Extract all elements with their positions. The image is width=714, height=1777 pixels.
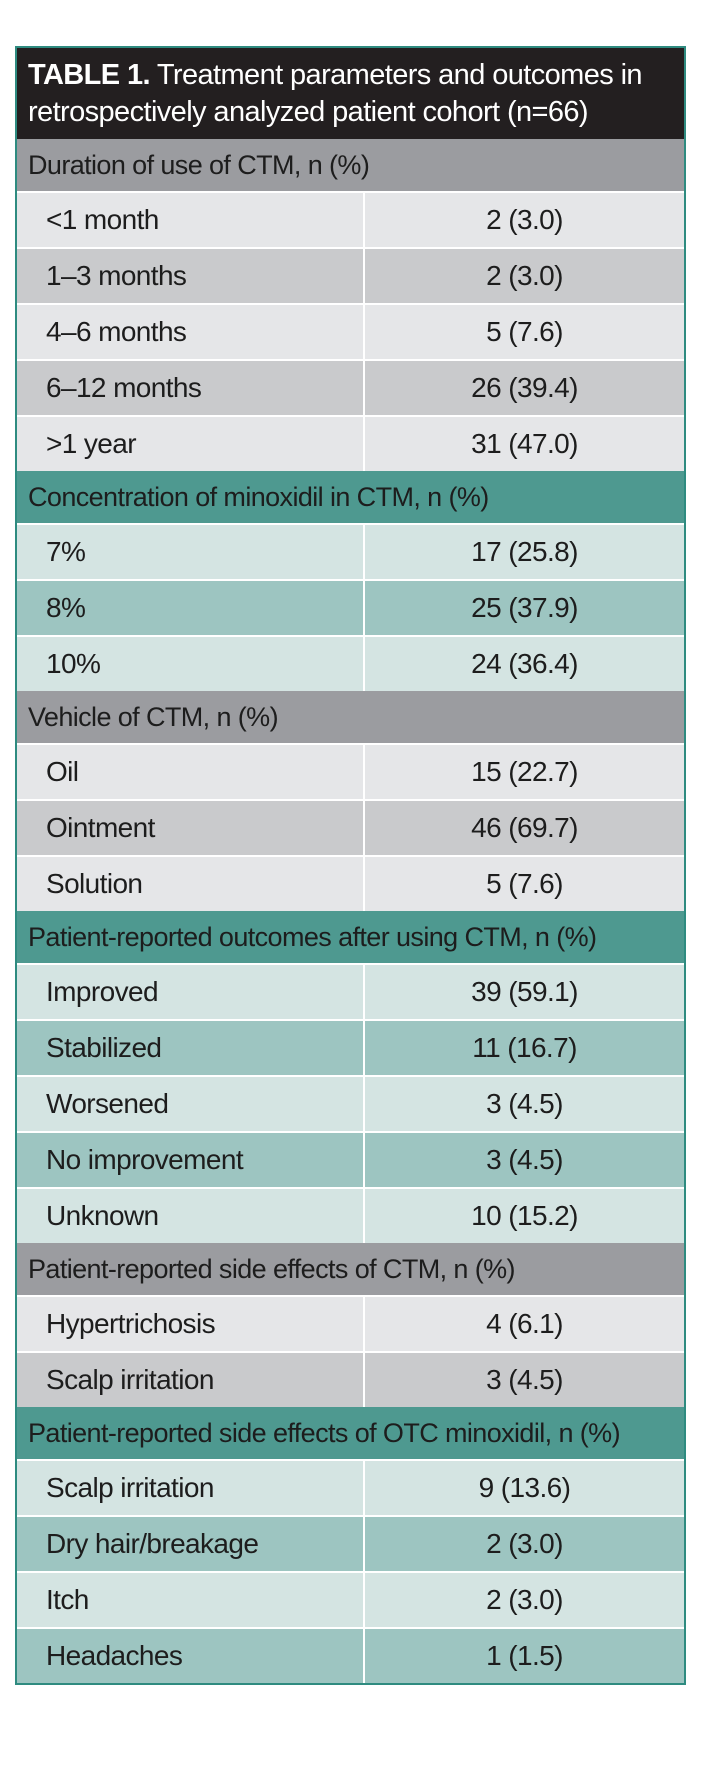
row-label: Hypertrichosis — [17, 1297, 365, 1351]
table-row: 8% 25 (37.9) — [17, 579, 684, 635]
table-row: Dry hair/breakage 2 (3.0) — [17, 1515, 684, 1571]
row-value: 5 (7.6) — [486, 868, 563, 899]
row-value: 17 (25.8) — [471, 536, 578, 567]
table-row: 7% 17 (25.8) — [17, 523, 684, 579]
table-row: 1–3 months 2 (3.0) — [17, 247, 684, 303]
table-title: TABLE 1. Treatment parameters and outcom… — [17, 48, 684, 139]
row-value: 2 (3.0) — [486, 1584, 563, 1615]
data-table: TABLE 1. Treatment parameters and outcom… — [15, 46, 686, 1685]
table-row: 6–12 months 26 (39.4) — [17, 359, 684, 415]
row-value: 26 (39.4) — [471, 372, 578, 403]
table-title-label: TABLE 1. — [28, 59, 151, 91]
row-value: 5 (7.6) — [486, 316, 563, 347]
row-value: 3 (4.5) — [486, 1144, 563, 1175]
table-row: Ointment 46 (69.7) — [17, 799, 684, 855]
table-row: Solution 5 (7.6) — [17, 855, 684, 911]
table-row: Hypertrichosis 4 (6.1) — [17, 1295, 684, 1351]
table-row: 4–6 months 5 (7.6) — [17, 303, 684, 359]
row-label: 1–3 months — [17, 249, 365, 303]
row-label: 6–12 months — [17, 361, 365, 415]
table-row: Scalp irritation 9 (13.6) — [17, 1459, 684, 1515]
row-label: Worsened — [17, 1077, 365, 1131]
section-header: Patient-reported side effects of OTC min… — [17, 1407, 684, 1459]
row-value: 2 (3.0) — [486, 204, 563, 235]
row-value: 2 (3.0) — [486, 260, 563, 291]
table-row: Stabilized 11 (16.7) — [17, 1019, 684, 1075]
row-label: 4–6 months — [17, 305, 365, 359]
row-value: 31 (47.0) — [471, 428, 578, 459]
section-header: Duration of use of CTM, n (%) — [17, 139, 684, 191]
row-label: No improvement — [17, 1133, 365, 1187]
row-value: 4 (6.1) — [486, 1308, 563, 1339]
row-label: Oil — [17, 745, 365, 799]
table-row: Scalp irritation 3 (4.5) — [17, 1351, 684, 1407]
row-value: 9 (13.6) — [478, 1472, 571, 1503]
row-value: 39 (59.1) — [471, 976, 578, 1007]
row-value: 2 (3.0) — [486, 1528, 563, 1559]
table-row: <1 month 2 (3.0) — [17, 191, 684, 247]
row-value: 10 (15.2) — [471, 1200, 578, 1231]
table-title-text: Treatment parameters and outcomes in ret… — [28, 59, 643, 128]
row-value: 46 (69.7) — [471, 812, 578, 843]
row-value: 25 (37.9) — [471, 592, 578, 623]
row-value: 15 (22.7) — [471, 756, 578, 787]
row-value: 3 (4.5) — [486, 1088, 563, 1119]
row-label: Scalp irritation — [17, 1461, 365, 1515]
row-label: Headaches — [17, 1629, 365, 1683]
row-label: 10% — [17, 637, 365, 691]
row-label: <1 month — [17, 193, 365, 247]
row-label: Scalp irritation — [17, 1353, 365, 1407]
table-row: No improvement 3 (4.5) — [17, 1131, 684, 1187]
row-label: Ointment — [17, 801, 365, 855]
table-body: Duration of use of CTM, n (%) <1 month 2 (… — [17, 139, 684, 1683]
row-label: 8% — [17, 581, 365, 635]
section-header: Vehicle of CTM, n (%) — [17, 691, 684, 743]
row-label: Improved — [17, 965, 365, 1019]
table-row: Improved 39 (59.1) — [17, 963, 684, 1019]
table-row: 10% 24 (36.4) — [17, 635, 684, 691]
table-row: >1 year 31 (47.0) — [17, 415, 684, 471]
table-row: Worsened 3 (4.5) — [17, 1075, 684, 1131]
row-label: >1 year — [17, 417, 365, 471]
table-row: Headaches 1 (1.5) — [17, 1627, 684, 1683]
table-row: Unknown 10 (15.2) — [17, 1187, 684, 1243]
section-header: Patient-reported outcomes after using CT… — [17, 911, 684, 963]
table-row: Oil 15 (22.7) — [17, 743, 684, 799]
section-header: Concentration of minoxidil in CTM, n (%) — [17, 471, 684, 523]
row-value: 3 (4.5) — [486, 1364, 563, 1395]
table-row: Itch 2 (3.0) — [17, 1571, 684, 1627]
section-header: Patient-reported side effects of CTM, n … — [17, 1243, 684, 1295]
row-label: Solution — [17, 857, 365, 911]
row-label: Itch — [17, 1573, 365, 1627]
row-label: 7% — [17, 525, 365, 579]
row-label: Stabilized — [17, 1021, 365, 1075]
row-label: Unknown — [17, 1189, 365, 1243]
row-value: 11 (16.7) — [472, 1032, 577, 1063]
row-value: 1 (1.5) — [486, 1640, 563, 1671]
row-label: Dry hair/breakage — [17, 1517, 365, 1571]
row-value: 24 (36.4) — [471, 648, 578, 679]
